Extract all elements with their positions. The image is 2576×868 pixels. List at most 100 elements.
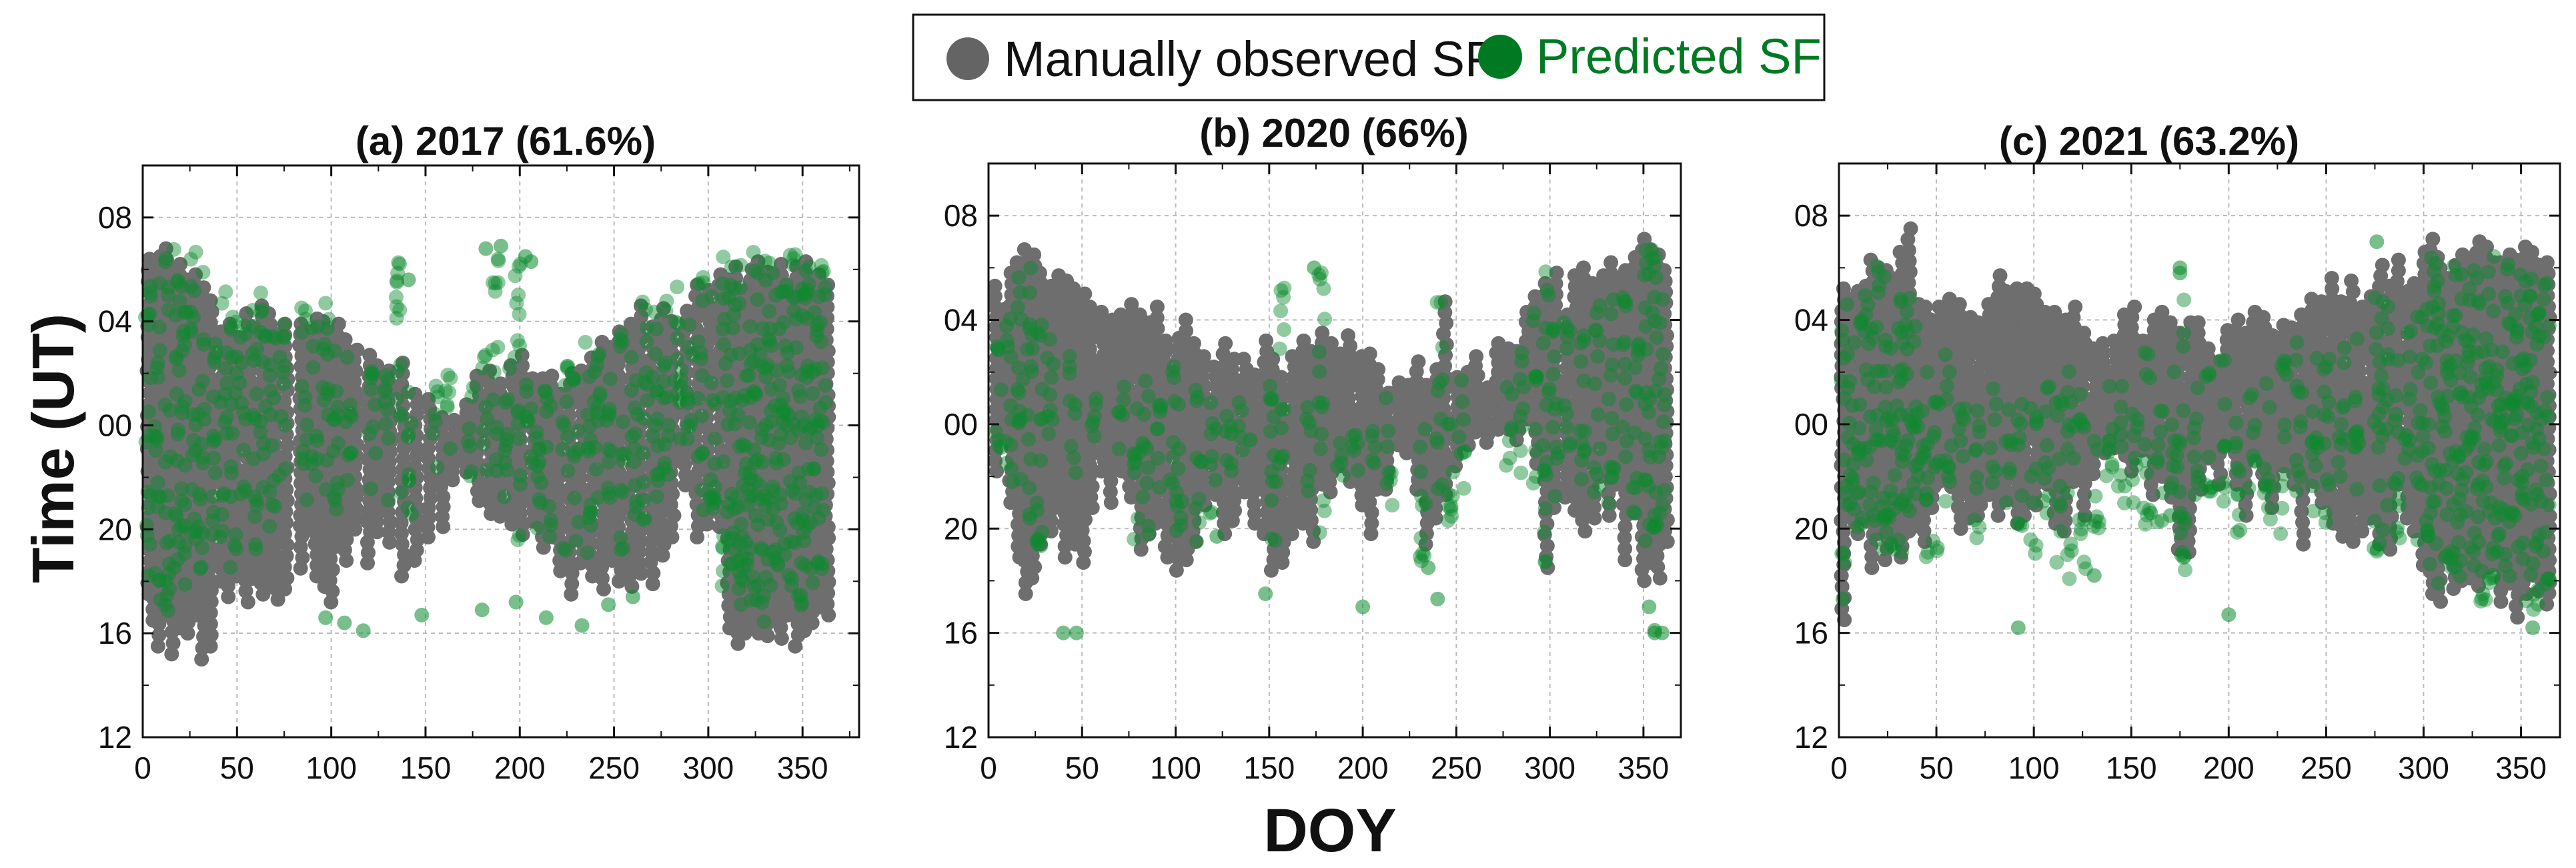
predicted-point <box>1435 340 1450 355</box>
panel-b: (b) 2020 (66%) 0 50 100 150 200 250 300 3500804… <box>944 111 1682 785</box>
predicted-point <box>233 330 248 345</box>
predicted-point <box>443 370 458 386</box>
observed-point <box>279 405 295 420</box>
observed-point <box>243 494 259 510</box>
predicted-point <box>1149 422 1165 437</box>
predicted-point <box>1617 334 1632 350</box>
predicted-point <box>1642 599 1657 614</box>
predicted-point <box>1649 330 1664 345</box>
predicted-point <box>566 448 582 464</box>
predicted-point <box>1441 513 1456 528</box>
predicted-point <box>707 431 722 446</box>
predicted-point <box>1273 303 1289 318</box>
predicted-point <box>748 385 763 400</box>
y-tick-label: 04 <box>98 304 132 339</box>
predicted-point <box>1652 372 1667 387</box>
predicted-point <box>195 540 210 556</box>
predicted-point <box>1413 530 1429 546</box>
predicted-point <box>381 430 396 446</box>
predicted-point <box>556 418 572 433</box>
predicted-point <box>674 362 689 378</box>
predicted-point <box>1431 375 1447 390</box>
predicted-point <box>158 254 173 270</box>
y-tick-label: 20 <box>944 511 978 546</box>
predicted-point <box>1430 591 1445 606</box>
predicted-point <box>392 256 407 272</box>
predicted-point <box>318 610 334 625</box>
predicted-point <box>636 474 651 490</box>
predicted-point <box>645 428 660 444</box>
predicted-point <box>543 398 558 414</box>
predicted-point <box>1429 431 1444 446</box>
predicted-point <box>542 498 557 514</box>
predicted-point <box>276 317 291 332</box>
predicted-point <box>309 433 325 448</box>
predicted-point <box>151 320 167 335</box>
observed-point <box>279 460 295 475</box>
predicted-point <box>496 489 512 504</box>
predicted-point <box>150 475 165 490</box>
predicted-point <box>1273 420 1289 436</box>
predicted-point <box>404 506 420 522</box>
y-tick-label: 16 <box>944 616 978 650</box>
observed-point <box>338 395 353 410</box>
predicted-point <box>1513 372 1528 387</box>
predicted-point <box>733 258 748 273</box>
predicted-point <box>592 386 608 401</box>
predicted-point <box>1042 332 1057 347</box>
predicted-point <box>639 334 654 350</box>
observed-point <box>180 626 195 641</box>
predicted-point <box>1111 441 1127 456</box>
predicted-point <box>1262 378 1277 394</box>
predicted-point <box>1112 404 1127 420</box>
predicted-point <box>814 442 829 458</box>
predicted-point <box>1628 360 1643 375</box>
observed-point <box>228 460 243 475</box>
predicted-point <box>1417 422 1433 437</box>
predicted-point <box>1033 453 1049 468</box>
predicted-point <box>337 615 352 630</box>
predicted-point <box>694 408 710 424</box>
predicted-point <box>476 423 491 438</box>
observed-point <box>203 594 219 609</box>
predicted-point <box>326 412 341 427</box>
predicted-point <box>1514 354 1529 369</box>
predicted-point <box>508 594 524 610</box>
predicted-point <box>814 486 830 501</box>
legend-marker-predicted <box>1478 35 1522 79</box>
predicted-point <box>798 290 813 306</box>
predicted-point <box>1043 387 1058 402</box>
predicted-point <box>329 502 344 517</box>
observed-point <box>228 373 243 388</box>
predicted-point <box>1499 458 1514 473</box>
predicted-point <box>615 414 630 430</box>
predicted-point <box>1169 523 1184 538</box>
predicted-point <box>214 506 229 522</box>
observed-point <box>1077 286 1093 302</box>
predicted-point <box>1379 476 1395 491</box>
observed-point <box>279 537 295 552</box>
predicted-point <box>1021 432 1036 447</box>
predicted-point <box>512 477 528 492</box>
predicted-point <box>1312 525 1327 540</box>
predicted-point <box>1138 374 1153 389</box>
predicted-point <box>388 290 404 305</box>
predicted-point <box>215 523 230 538</box>
predicted-point <box>401 272 416 288</box>
predicted-point <box>1380 423 1395 438</box>
predicted-point <box>816 502 831 518</box>
predicted-point <box>999 333 1015 348</box>
predicted-point <box>511 431 526 446</box>
predicted-point <box>648 322 664 337</box>
predicted-point <box>1367 456 1382 471</box>
predicted-point <box>271 468 287 483</box>
predicted-point <box>1025 341 1040 356</box>
predicted-point <box>733 280 748 296</box>
predicted-point <box>464 389 480 404</box>
predicted-point <box>776 452 791 468</box>
predicted-point <box>1415 498 1430 513</box>
predicted-point <box>183 324 199 340</box>
predicted-point <box>1043 402 1058 418</box>
predicted-point <box>234 396 249 411</box>
observed-point <box>268 382 283 397</box>
